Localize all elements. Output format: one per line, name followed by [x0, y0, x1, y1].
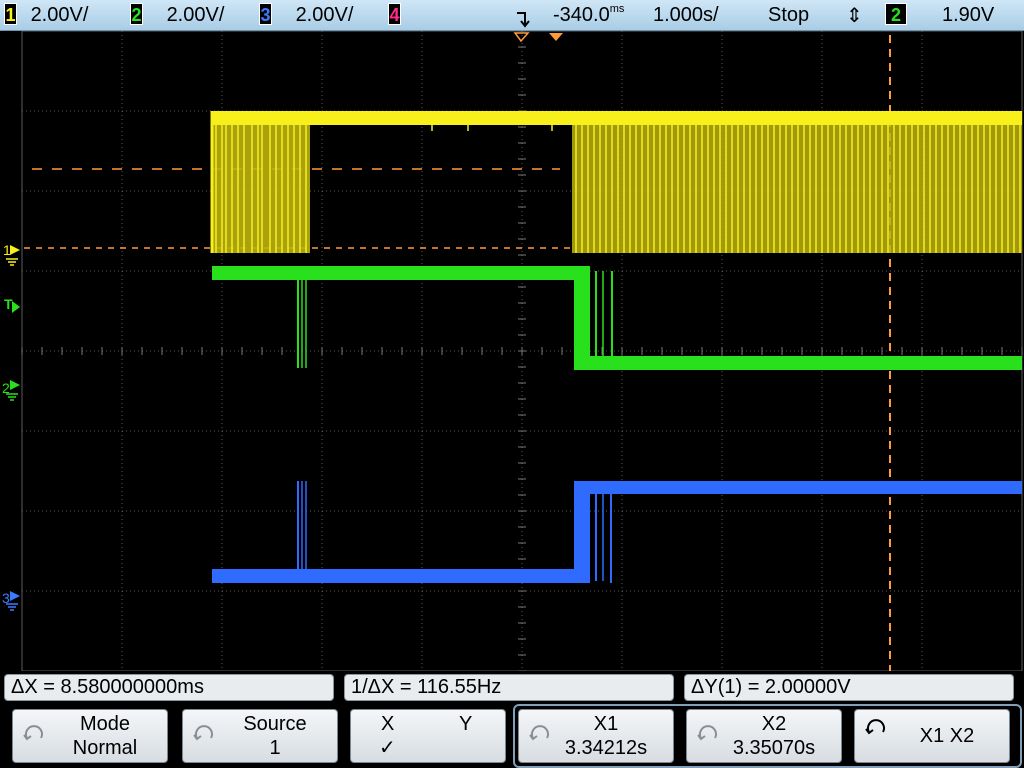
- x2-softkey[interactable]: X2 3.35070s: [686, 709, 842, 763]
- ch2-badge: 2: [130, 3, 143, 25]
- delay-value: -340.0: [553, 4, 610, 26]
- ch2-trace: [212, 266, 1022, 370]
- x-option-label: X: [381, 713, 395, 735]
- source-value: 1: [269, 737, 281, 759]
- ch3-marker-label: 3: [2, 590, 10, 606]
- ch2-marker-label: 2: [2, 380, 10, 396]
- knob-icon: [23, 725, 43, 741]
- knob-icon: [529, 725, 549, 741]
- xy-softkey[interactable]: X Y ✓: [350, 709, 506, 763]
- source-label: Source: [243, 713, 307, 735]
- delta-x-readout: ΔX = 8.580000000ms: [4, 674, 334, 701]
- source-softkey[interactable]: Source 1: [182, 709, 338, 763]
- x1-softkey[interactable]: X1 3.34212s: [518, 709, 674, 763]
- trigger-marker-label: T: [4, 296, 13, 312]
- mode-label: Mode: [79, 713, 131, 735]
- time-reference-marker: [549, 33, 563, 41]
- waveform-canvas: 1 T 2 3: [0, 31, 1024, 671]
- knob-icon: [193, 725, 213, 741]
- x1-label: X1: [593, 713, 619, 735]
- x1-x2-label: X1 X2: [919, 725, 975, 747]
- trigger-position-marker: [513, 32, 530, 43]
- ch4-badge: 4: [388, 3, 401, 25]
- timebase[interactable]: 1.000s/: [653, 4, 719, 26]
- ch1-marker-label: 1: [3, 242, 11, 258]
- ch3-badge: 3: [259, 3, 272, 25]
- mode-softkey[interactable]: Mode Normal: [12, 709, 168, 763]
- cursor-softkey-group: [513, 704, 1022, 768]
- run-state[interactable]: Stop: [768, 4, 810, 26]
- y-option-label: Y: [459, 713, 473, 735]
- ch3-trace: [212, 481, 1022, 583]
- knob-push-icon: [865, 719, 885, 735]
- x2-label: X2: [761, 713, 787, 735]
- ch4-scale[interactable]: 4: [388, 3, 401, 27]
- ch3-scale-value: 2.00V/: [295, 4, 354, 26]
- knob-icon: [697, 725, 717, 741]
- ch1-badge: 1: [4, 3, 17, 25]
- status-bar: 1 2.00V/ 2 2.00V/ 3 2.00V/ 4 -340.0ms 1.…: [0, 0, 1024, 31]
- trigger-source-badge: 2: [885, 3, 907, 25]
- ch2-scale-value: 2.00V/: [166, 4, 225, 26]
- check-icon: ✓: [379, 737, 396, 759]
- x1-value: 3.34212s: [564, 737, 648, 759]
- ch1-scale-value: 2.00V/: [30, 4, 89, 26]
- trigger-source[interactable]: 2: [885, 3, 907, 27]
- delay-unit: ms: [609, 3, 625, 15]
- trigger-edge-icon: [517, 12, 530, 28]
- trigger-mode-updown-icon: ⇕: [846, 5, 863, 27]
- trigger-level-marker[interactable]: T: [4, 296, 20, 313]
- ch1-burst-edges: [215, 119, 1021, 253]
- horizontal-delay[interactable]: -340.0ms: [553, 3, 624, 27]
- mode-value: Normal: [72, 737, 138, 759]
- ch1-scale[interactable]: 1 2.00V/: [4, 3, 88, 27]
- waveform-display[interactable]: 1 T 2 3: [0, 31, 1024, 671]
- inverse-delta-x-readout: 1/ΔX = 116.55Hz: [344, 674, 674, 701]
- x1-x2-softkey[interactable]: X1 X2: [854, 709, 1010, 763]
- ch3-ground-marker[interactable]: 3: [2, 590, 20, 611]
- x2-value: 3.35070s: [732, 737, 816, 759]
- ch2-scale[interactable]: 2 2.00V/: [130, 3, 224, 27]
- delta-y-readout: ΔY(1) = 2.00000V: [684, 674, 1014, 701]
- ch1-trace: [210, 111, 1022, 253]
- ch3-scale[interactable]: 3 2.00V/: [259, 3, 353, 27]
- ch1-ground-marker[interactable]: 1: [3, 242, 20, 266]
- ch2-ground-marker[interactable]: 2: [2, 380, 20, 401]
- trigger-level[interactable]: 1.90V: [942, 4, 995, 26]
